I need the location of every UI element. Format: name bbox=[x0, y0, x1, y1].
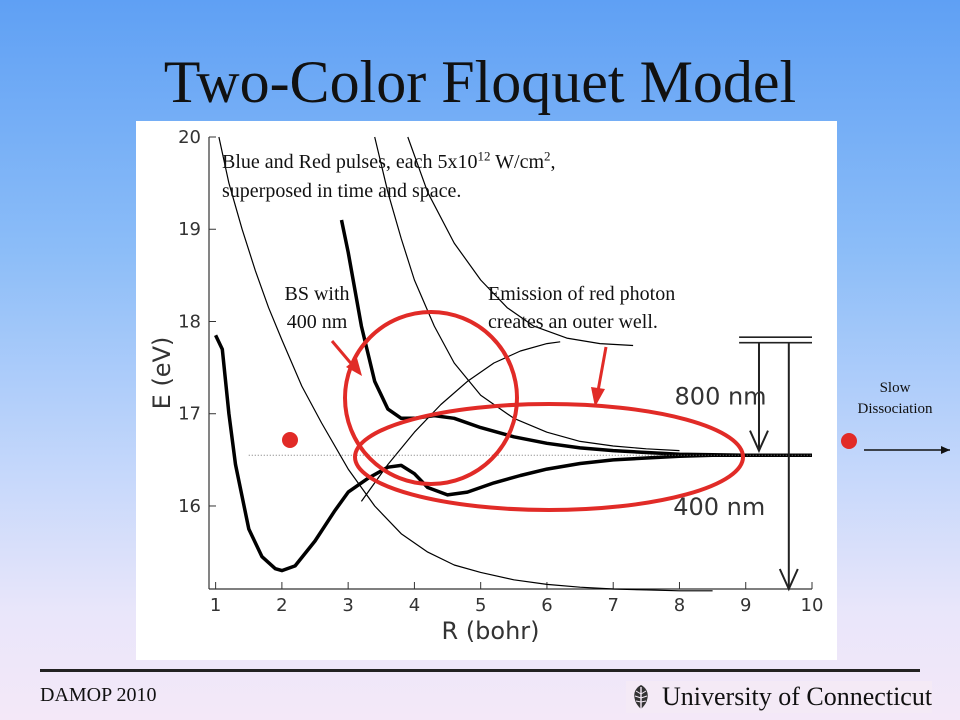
x-tick-label: 9 bbox=[740, 595, 751, 616]
potential-curve bbox=[218, 136, 713, 592]
emission-label-line-1: Emission of red photon bbox=[488, 283, 676, 305]
y-tick-label: 19 bbox=[178, 219, 201, 240]
caption-line-1: Blue and Red pulses, each 5x1012 W/cm2, bbox=[222, 148, 556, 177]
y-tick-label: 18 bbox=[178, 311, 201, 332]
oak-leaf-icon bbox=[634, 685, 648, 709]
potential-curve bbox=[339, 219, 812, 457]
plot-panel: 1 2 3 4 5 6 7 8 9 10 16 17 18 19 20 R (bohr) E (eV) 800 … bbox=[136, 121, 837, 660]
x-tick-label: 1 bbox=[210, 595, 221, 616]
x-tick-label: 6 bbox=[541, 595, 552, 616]
potential-curve bbox=[374, 136, 680, 452]
footer-divider bbox=[40, 669, 920, 672]
x-tick-label: 7 bbox=[607, 595, 618, 616]
bs-label-line-1: BS with bbox=[284, 283, 350, 305]
y-axis-label: E (eV) bbox=[148, 337, 176, 410]
emission-arrow-shaft bbox=[596, 346, 608, 392]
slow-dissociation-arrowhead bbox=[941, 446, 950, 454]
initial-state-dot bbox=[282, 432, 298, 448]
x-tick-label: 10 bbox=[801, 595, 824, 616]
outer-well-ellipse bbox=[353, 402, 745, 512]
slow-dissociation-marker bbox=[841, 433, 950, 454]
y-tick-label: 20 bbox=[178, 127, 201, 148]
caption-text-c: , bbox=[550, 151, 556, 173]
y-tick-label: 16 bbox=[178, 496, 201, 517]
caption-exponent: 12 bbox=[477, 148, 491, 164]
potential-curve bbox=[214, 334, 812, 573]
caption-square: 2 bbox=[544, 148, 551, 164]
slow-dissociation-dot bbox=[841, 433, 857, 449]
y-tick-label: 17 bbox=[178, 404, 201, 425]
x-tick-label: 8 bbox=[674, 595, 685, 616]
bs-arrow-shaft bbox=[330, 340, 356, 368]
slow-label-line-2: Dissociation bbox=[857, 401, 933, 417]
bs-arrow-head bbox=[346, 358, 362, 376]
emission-label-line-2: creates an outer well. bbox=[488, 311, 658, 333]
emission-arrow-head bbox=[591, 387, 605, 407]
bond-softening-circle bbox=[343, 310, 519, 486]
potential-curve bbox=[360, 341, 561, 502]
arrow-400nm-head bbox=[778, 568, 799, 592]
university-logo: University of Connecticut bbox=[626, 681, 933, 713]
potential-curve bbox=[407, 136, 634, 347]
x-tick-label: 4 bbox=[409, 595, 420, 616]
slow-label-line-1: Slow bbox=[879, 380, 911, 396]
x-tick-label: 2 bbox=[276, 595, 287, 616]
emission-label: Emission of red photon creates an outer … bbox=[488, 280, 675, 336]
caption-line-2: superposed in time and space. bbox=[222, 180, 462, 202]
label-400nm: 400 nm bbox=[673, 493, 765, 521]
footer-conference: DAMOP 2010 bbox=[40, 684, 157, 706]
potential-curves bbox=[214, 136, 812, 592]
slide-title: Two-Color Floquet Model bbox=[163, 49, 797, 115]
x-tick-label: 3 bbox=[342, 595, 353, 616]
caption-text-b: W/cm bbox=[490, 151, 545, 173]
annotations: 800 nm 400 nm bbox=[248, 310, 812, 592]
slow-dissociation-label: Slow Dissociation bbox=[830, 378, 960, 420]
pulse-caption: Blue and Red pulses, each 5x1012 W/cm2, … bbox=[222, 148, 556, 206]
caption-text-a: Blue and Red pulses, each 5x10 bbox=[222, 151, 478, 173]
x-tick-label: 5 bbox=[475, 595, 486, 616]
arrow-800nm-head bbox=[749, 430, 769, 454]
x-axis-label: R (bohr) bbox=[441, 617, 539, 645]
bs-label: BS with 400 nm bbox=[252, 280, 382, 336]
label-800nm: 800 nm bbox=[675, 383, 767, 411]
bs-label-line-2: 400 nm bbox=[286, 311, 348, 333]
university-name: University of Connecticut bbox=[662, 682, 933, 711]
